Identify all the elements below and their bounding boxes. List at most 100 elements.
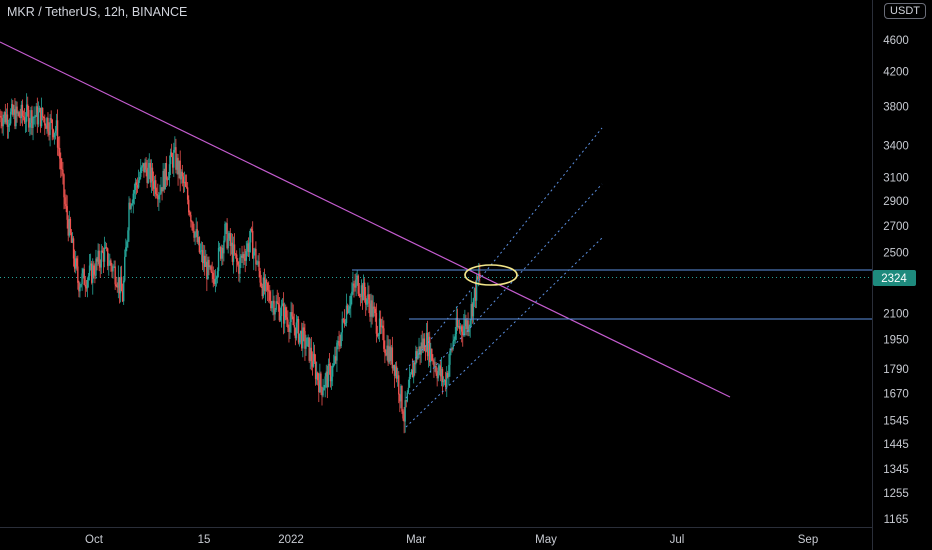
time-axis[interactable]: Oct 15 2022 Mar May Jul Sep <box>85 534 818 546</box>
candle <box>448 353 450 386</box>
candle <box>350 293 352 318</box>
candle <box>366 298 368 311</box>
candle <box>37 101 40 128</box>
candle <box>183 171 186 193</box>
candle <box>165 156 168 187</box>
candle <box>44 114 46 136</box>
highlight-ellipse[interactable] <box>464 264 518 286</box>
candle <box>407 379 410 394</box>
candle <box>27 96 29 117</box>
price-tick-label: 3400 <box>883 140 909 152</box>
candle <box>232 236 235 274</box>
candle <box>216 267 219 284</box>
candle <box>140 159 142 180</box>
candle <box>409 372 412 380</box>
candle <box>113 260 115 269</box>
candle <box>302 322 304 358</box>
svg-text:2324: 2324 <box>881 273 907 285</box>
candle <box>282 292 285 335</box>
candle <box>167 172 170 181</box>
candle <box>106 247 109 271</box>
candle <box>427 332 430 368</box>
candle <box>124 249 126 283</box>
candle <box>204 245 206 276</box>
candle <box>321 386 323 406</box>
candle <box>241 245 243 263</box>
candle <box>97 243 99 266</box>
channel-upper-line[interactable] <box>405 127 603 371</box>
candle <box>214 269 217 293</box>
candle <box>295 314 298 341</box>
price-axis[interactable]: 4600420038003400310029002700250023002100… <box>883 35 909 526</box>
candle <box>325 364 327 389</box>
currency-badge[interactable]: USDT <box>884 3 926 19</box>
candle <box>389 339 391 366</box>
candle <box>54 126 57 140</box>
candle <box>463 314 465 337</box>
candle <box>349 295 351 315</box>
candle <box>115 276 117 288</box>
candle <box>374 306 377 322</box>
candle <box>194 231 196 246</box>
candle <box>289 312 291 339</box>
candle <box>247 237 250 258</box>
candle <box>299 330 302 345</box>
candle <box>196 221 198 245</box>
candle <box>0 109 1 118</box>
candle <box>234 253 237 259</box>
candle <box>400 384 402 409</box>
candle <box>163 168 165 193</box>
candle <box>431 348 433 362</box>
candle <box>189 210 191 217</box>
candle <box>250 226 253 233</box>
candle <box>13 104 15 120</box>
price-tick-label: 1950 <box>883 334 909 346</box>
price-tick-label: 2900 <box>883 196 909 208</box>
candle <box>293 313 295 336</box>
candle <box>465 314 467 336</box>
candle <box>276 289 278 304</box>
candle <box>254 247 256 256</box>
time-tick-label: May <box>535 534 557 546</box>
candle <box>112 264 114 279</box>
candle <box>192 221 194 233</box>
candle <box>132 189 134 214</box>
candle <box>231 233 234 266</box>
candle <box>446 366 448 398</box>
candle <box>473 287 476 308</box>
candle <box>56 109 59 156</box>
candle <box>211 261 213 283</box>
candle <box>470 292 472 327</box>
candle <box>292 304 294 326</box>
candle <box>375 303 378 343</box>
candle <box>200 241 203 263</box>
candle <box>8 118 11 132</box>
candle <box>344 318 347 327</box>
candle <box>404 391 406 433</box>
candle <box>260 275 262 289</box>
channel-lower-line[interactable] <box>405 237 603 428</box>
time-tick-label: Sep <box>798 534 818 546</box>
candle <box>437 363 439 382</box>
candle <box>195 217 197 238</box>
time-tick-label: Mar <box>406 534 426 546</box>
candle <box>467 312 469 337</box>
candle <box>258 252 260 278</box>
candle <box>218 242 221 252</box>
candle <box>227 230 229 254</box>
candle <box>6 102 9 139</box>
candle <box>223 235 225 262</box>
candle <box>105 242 108 252</box>
candle <box>161 187 163 201</box>
candle <box>103 236 106 268</box>
descending-trendline[interactable] <box>0 41 731 398</box>
candle <box>137 169 140 189</box>
candle <box>331 363 334 387</box>
candle <box>314 354 317 386</box>
candle <box>308 337 310 363</box>
channel-middle-line[interactable] <box>405 183 603 399</box>
candle <box>399 393 401 413</box>
time-tick-label: 15 <box>198 534 211 546</box>
candle <box>393 364 396 388</box>
